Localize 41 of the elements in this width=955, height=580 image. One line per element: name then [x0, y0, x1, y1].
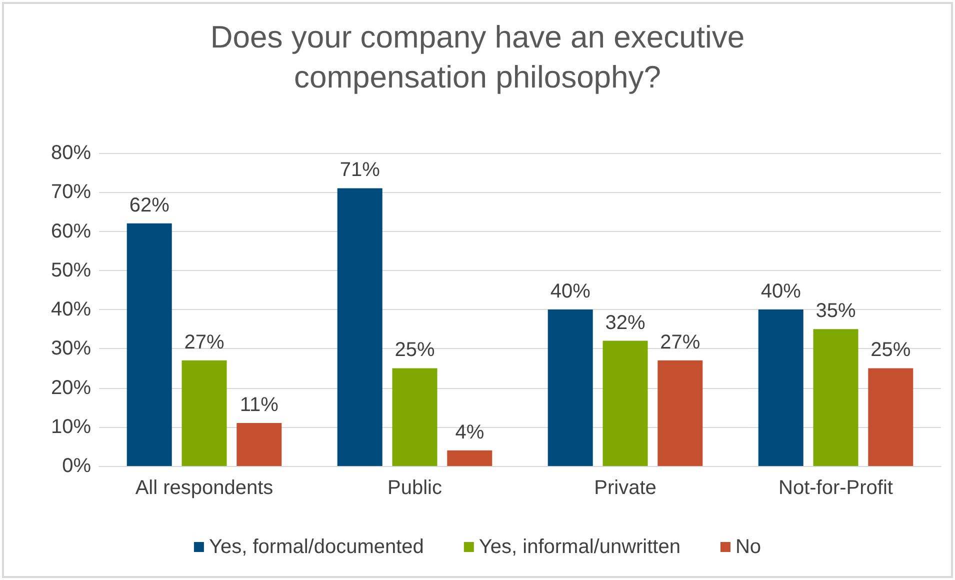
- data-label: 25%: [870, 339, 911, 362]
- bar: [182, 360, 227, 466]
- bar: [758, 310, 804, 466]
- y-tick-label: 40%: [50, 298, 92, 320]
- y-tick-label: 80%: [50, 142, 92, 164]
- data-label: 27%: [660, 331, 700, 354]
- data-label: 25%: [394, 339, 435, 362]
- bar: [126, 223, 172, 466]
- data-label: 27%: [184, 331, 224, 354]
- data-label: 40%: [550, 280, 591, 302]
- bar: [813, 329, 858, 466]
- data-label: 40%: [760, 280, 802, 302]
- x-tick-label: Public: [388, 477, 442, 499]
- bar: [548, 310, 593, 466]
- y-tick-label: 50%: [50, 259, 92, 282]
- bar: [337, 188, 382, 466]
- x-tick-label: Private: [594, 477, 656, 499]
- y-tick-label: 70%: [50, 181, 92, 204]
- data-label: 35%: [816, 300, 856, 322]
- legend-label: Yes, formal/documented: [208, 536, 424, 558]
- bar: [868, 368, 914, 466]
- data-label: 71%: [340, 159, 380, 182]
- bar: [392, 368, 438, 466]
- bar: [658, 360, 703, 466]
- data-label: 4%: [455, 421, 484, 444]
- legend-label: No: [735, 536, 762, 558]
- data-label: 32%: [605, 312, 646, 334]
- data-label: 11%: [240, 394, 279, 416]
- chart-title: Does your company have an executive compensation philosophy?: [210, 20, 745, 94]
- y-tick-label: 60%: [50, 220, 92, 242]
- x-tick-label: All respondents: [135, 477, 274, 499]
- y-tick-label: 30%: [50, 338, 92, 360]
- x-tick-label: Not-for-Profit: [778, 477, 894, 499]
- bar: [236, 422, 282, 466]
- y-tick-label: 20%: [50, 376, 92, 399]
- y-tick-label: 0%: [62, 455, 92, 477]
- y-tick-label: 10%: [50, 416, 92, 438]
- legend-label: Yes, informal/unwritten: [478, 536, 680, 558]
- data-label: 62%: [129, 194, 170, 216]
- bar: [602, 340, 648, 466]
- bar: [447, 450, 492, 466]
